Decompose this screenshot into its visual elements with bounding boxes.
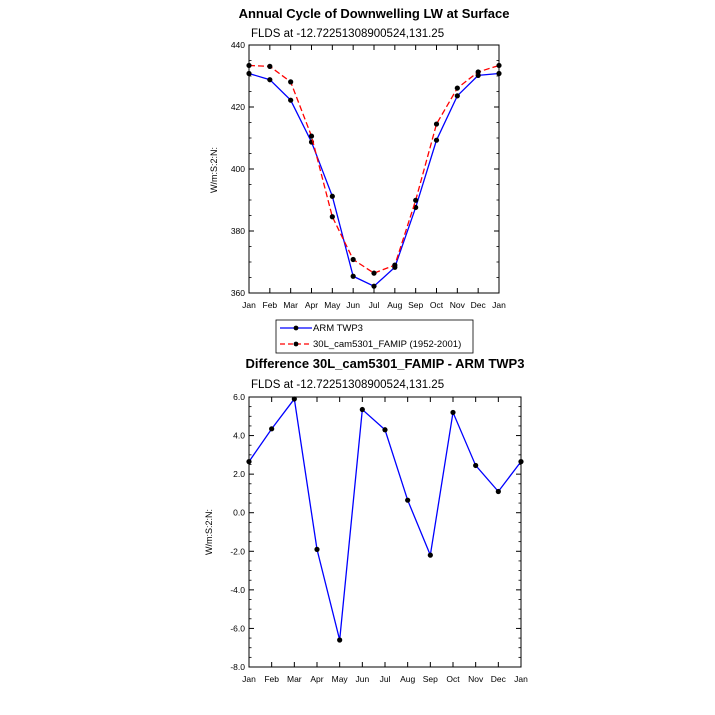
data-point — [392, 262, 398, 268]
y-axis-ticks: 360 380 400 420 440 — [231, 40, 499, 298]
chart-subtitle: FLDS at -12.72251308900524,131.25 — [251, 28, 444, 40]
x-tick-label: Mar — [283, 300, 298, 310]
data-point — [450, 409, 456, 416]
x-tick-label: Sep — [423, 674, 438, 684]
data-point — [473, 462, 479, 469]
data-point — [314, 546, 320, 552]
x-tick-label: Apr — [310, 674, 323, 684]
data-point — [288, 79, 294, 85]
legend-label-model: 30L_cam5301_FAMIP (1952-2001) — [313, 339, 461, 350]
x-tick-label: Jun — [346, 300, 360, 310]
data-point — [496, 62, 502, 69]
data-point — [371, 283, 377, 289]
data-point — [433, 121, 440, 127]
data-point — [308, 133, 315, 139]
data-point — [329, 214, 335, 220]
data-point — [267, 63, 273, 69]
data-point — [405, 497, 411, 503]
chart-title: Annual Cycle of Downwelling LW at Surfac… — [239, 6, 510, 21]
y-tick-label: 6.0 — [233, 392, 245, 402]
data-point — [350, 273, 356, 279]
y-tick-label: 380 — [231, 226, 245, 236]
x-tick-label: Mar — [287, 674, 302, 684]
data-point — [291, 396, 297, 402]
y-tick-label: 2.0 — [233, 469, 245, 479]
chart-title: Difference 30L_cam5301_FAMIP - ARM TWP3 — [246, 356, 525, 371]
x-tick-label: Jul — [380, 674, 391, 684]
x-tick-label: Sep — [408, 300, 423, 310]
difference-panel: Difference 30L_cam5301_FAMIP - ARM TWP3 … — [204, 356, 528, 684]
x-tick-label: Nov — [468, 674, 484, 684]
x-tick-label: Aug — [400, 674, 415, 684]
x-tick-label: Nov — [450, 300, 466, 310]
data-point — [246, 62, 252, 69]
data-point — [288, 97, 294, 103]
x-tick-label: May — [332, 674, 349, 684]
data-point — [246, 70, 252, 77]
data-point — [433, 137, 440, 143]
y-tick-label: -6.0 — [230, 623, 245, 633]
y-tick-label: 0.0 — [233, 508, 245, 518]
legend-marker-arm — [293, 325, 299, 331]
x-tick-label: Jul — [369, 300, 380, 310]
x-axis-ticks: Jan Feb Mar Apr May Jun Jul Aug Sep Oct Nov Dec Jan — [242, 397, 528, 684]
data-point — [269, 426, 275, 432]
data-point — [267, 77, 273, 83]
y-tick-label: 440 — [231, 40, 245, 50]
data-point — [359, 406, 365, 413]
x-axis-ticks: Jan Feb Mar Apr May Jun Jul Aug Sep Oct Nov Dec Jan — [242, 45, 506, 310]
data-point — [337, 637, 343, 643]
data-point — [371, 270, 377, 276]
y-tick-label: -8.0 — [230, 662, 245, 672]
data-point — [454, 85, 460, 91]
x-tick-label: Jan — [242, 674, 256, 684]
data-point — [475, 69, 481, 75]
x-tick-label: Jun — [355, 674, 369, 684]
series-layer — [246, 62, 502, 289]
x-tick-label: Jan — [514, 674, 528, 684]
x-tick-label: Oct — [430, 300, 444, 310]
x-tick-label: Aug — [387, 300, 402, 310]
y-tick-label: 4.0 — [233, 431, 245, 441]
x-tick-label: Dec — [491, 674, 507, 684]
y-axis-label: W/m:S:2:N: — [209, 147, 219, 193]
data-point — [382, 427, 388, 433]
y-tick-label: 400 — [231, 164, 245, 174]
x-tick-label: Feb — [263, 300, 278, 310]
data-point — [495, 488, 501, 495]
data-point — [427, 552, 433, 558]
legend-label-arm: ARM TWP3 — [313, 323, 363, 334]
y-axis-label: W/m:S:2:N: — [204, 509, 214, 555]
y-axis-ticks: -8.0 -6.0 -4.0 -2.0 0.0 2.0 4.0 6.0 — [230, 392, 521, 672]
series-line-1 — [248, 397, 522, 641]
y-tick-label: -2.0 — [230, 546, 245, 556]
y-tick-label: 360 — [231, 288, 245, 298]
data-point — [350, 256, 356, 263]
plot-frame — [248, 44, 500, 294]
y-tick-label: -4.0 — [230, 585, 245, 595]
chart-subtitle: FLDS at -12.72251308900524,131.25 — [251, 379, 444, 391]
x-tick-label: Jan — [492, 300, 506, 310]
plot-frame — [248, 396, 522, 668]
x-tick-label: May — [324, 300, 341, 310]
data-point — [496, 70, 502, 77]
y-tick-label: 420 — [231, 102, 245, 112]
data-point — [413, 197, 419, 203]
legend-marker-model — [293, 341, 299, 347]
x-tick-label: Jan — [242, 300, 256, 310]
legend-box — [275, 319, 474, 354]
x-tick-label: Apr — [305, 300, 318, 310]
data-point — [518, 459, 524, 465]
x-tick-label: Feb — [264, 674, 279, 684]
annual-cycle-panel: Annual Cycle of Downwelling LW at Surfac… — [209, 6, 510, 354]
series-layer — [246, 396, 524, 643]
data-point — [454, 93, 460, 99]
legend: ARM TWP3 30L_cam5301_FAMIP (1952-2001) — [275, 319, 474, 354]
series-line-1 — [248, 72, 500, 287]
x-tick-label: Dec — [471, 300, 487, 310]
data-point — [246, 459, 252, 465]
x-tick-label: Oct — [446, 674, 460, 684]
data-point — [329, 193, 335, 199]
